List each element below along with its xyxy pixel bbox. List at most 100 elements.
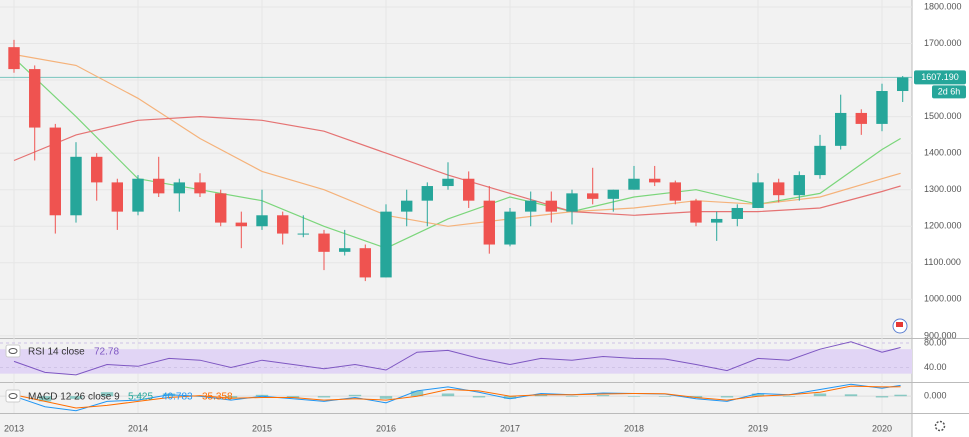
candle-body <box>359 248 371 278</box>
macd-histogram-bar <box>689 396 703 398</box>
candle-body <box>793 175 805 196</box>
macd-histogram-bar <box>503 396 517 399</box>
candle-body <box>483 200 495 245</box>
rsi-value: 72.78 <box>94 347 119 358</box>
macd-histogram-bar <box>534 394 548 397</box>
candle-body <box>401 200 413 212</box>
candle-body <box>504 211 516 245</box>
candle-body <box>525 200 537 212</box>
macd-histogram-bar <box>441 393 455 397</box>
y-tick-label: 1300.000 <box>924 184 962 194</box>
macd-histogram-bar <box>720 396 734 398</box>
macd-histogram-bar <box>69 396 83 399</box>
x-tick-label: 2019 <box>748 423 768 433</box>
candle-body <box>814 145 826 176</box>
macd-legend: MACD 12 26 close 9 <box>28 392 120 403</box>
signal-value: 35.358 <box>202 392 233 403</box>
macd-histogram-bar <box>348 394 362 397</box>
macd-histogram-bar <box>38 396 52 402</box>
candle-body <box>587 193 599 199</box>
x-tick-label: 2014 <box>128 423 148 433</box>
candle-body <box>835 112 847 146</box>
candle-body <box>463 178 475 201</box>
settings-button[interactable] <box>934 420 946 432</box>
macd-value: 40.783 <box>162 392 193 403</box>
candle-body <box>256 215 268 227</box>
macd-histogram-bar <box>813 393 827 397</box>
macd-histogram-bar <box>658 396 672 397</box>
candle-body <box>153 178 165 194</box>
eye-button[interactable] <box>5 344 21 358</box>
macd-histogram-bar <box>100 392 114 397</box>
y-tick-label: 900.000 <box>924 330 957 340</box>
macd-histogram-bar <box>410 390 424 397</box>
macd-histogram-bar <box>894 394 907 397</box>
macd-histogram-bar <box>875 396 889 398</box>
price-label-box <box>914 70 966 85</box>
macd-histogram-bar <box>627 396 641 397</box>
candle-body <box>235 222 247 227</box>
eye-icon <box>8 348 18 354</box>
rsi-legend: RSI 14 close <box>28 347 85 358</box>
eye-button[interactable] <box>5 389 21 403</box>
y-tick-label: 1400.000 <box>924 148 962 158</box>
candle-body <box>215 193 227 223</box>
candle-body <box>194 182 206 194</box>
y-tick-label: 1500.000 <box>924 111 962 121</box>
candle-body <box>91 156 103 183</box>
candle-body <box>649 178 661 183</box>
macd-histogram-bar <box>844 394 858 397</box>
candle-body <box>731 207 743 219</box>
candle-body <box>855 112 867 124</box>
macd-histogram-bar <box>782 396 796 397</box>
price-label: 1607.190 <box>921 72 959 82</box>
y-tick-label: 1200.000 <box>924 221 962 231</box>
candle-body <box>876 91 888 124</box>
macd-histogram-bar <box>317 396 331 398</box>
candle-body <box>8 47 20 70</box>
candle-body <box>773 182 785 196</box>
candle-body <box>277 215 289 234</box>
candle-body <box>690 200 702 223</box>
macd-hist-value: 5.425 <box>128 392 153 403</box>
y-tick-label: 1800.000 <box>924 1 962 11</box>
x-tick-label: 2015 <box>252 423 272 433</box>
flag-icon <box>896 322 903 327</box>
macd-histogram-bar <box>596 395 610 397</box>
candle-body <box>29 69 41 128</box>
macd-histogram-bar <box>565 396 579 397</box>
moving-average <box>13 57 901 249</box>
macd-line <box>13 385 901 409</box>
countdown-label: 2d 6h <box>938 86 961 96</box>
candle-body <box>545 200 557 212</box>
macd-histogram-bar <box>751 393 765 397</box>
candle-body <box>752 182 764 208</box>
eye-icon <box>8 393 18 399</box>
rsi-line <box>13 341 901 376</box>
x-tick-label: 2016 <box>376 423 396 433</box>
macd-histogram-bar <box>472 396 486 398</box>
candle-body <box>49 127 61 216</box>
y-tick-label: 80.00 <box>924 337 947 347</box>
candle-body <box>70 156 82 216</box>
candle-body <box>669 182 681 201</box>
y-tick-label: 0.000 <box>924 391 947 401</box>
candle-body <box>607 189 619 199</box>
candle-body <box>173 182 185 194</box>
x-tick-label: 2020 <box>872 423 892 433</box>
candle-body <box>421 186 433 201</box>
y-tick-label: 1000.000 <box>924 294 962 304</box>
candle-body <box>711 218 723 223</box>
candle-body <box>897 77 909 92</box>
rsi-band <box>0 349 912 374</box>
moving-average <box>13 115 901 216</box>
macd-histogram-bar <box>131 394 145 397</box>
macd-line <box>13 383 901 412</box>
x-tick-label: 2013 <box>4 423 24 433</box>
y-tick-label: 1700.000 <box>924 38 962 48</box>
candle-body <box>566 193 578 212</box>
candle-body <box>132 178 144 212</box>
x-tick-label: 2018 <box>624 423 644 433</box>
